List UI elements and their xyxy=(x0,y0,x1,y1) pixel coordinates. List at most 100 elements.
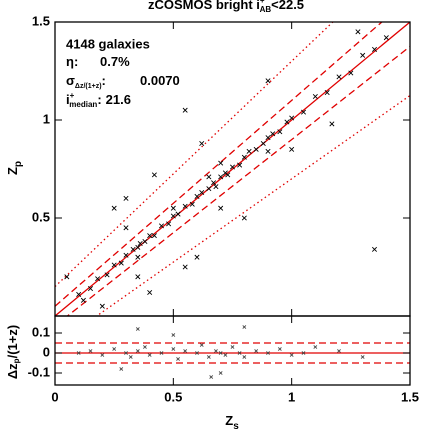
point xyxy=(209,375,214,379)
point xyxy=(199,141,205,147)
point xyxy=(135,327,140,331)
point xyxy=(254,349,259,353)
label-main: Δz xyxy=(5,363,20,379)
ann-sub: Δz/(1+z) xyxy=(75,83,102,90)
point xyxy=(218,205,224,211)
point xyxy=(218,351,223,355)
point xyxy=(137,240,143,246)
point xyxy=(135,244,141,250)
point xyxy=(225,172,231,178)
point xyxy=(260,141,266,147)
point xyxy=(111,262,117,268)
point xyxy=(237,351,242,355)
reference-line xyxy=(55,22,410,316)
label-tail: /(1+z) xyxy=(5,325,20,359)
point xyxy=(237,162,243,168)
title-tail: <22.5 xyxy=(271,0,304,12)
annotation: i+ median: 21.6 xyxy=(66,91,131,109)
point xyxy=(211,180,217,186)
point xyxy=(182,203,188,209)
point xyxy=(218,371,223,375)
ann-sub: median xyxy=(69,100,97,109)
point xyxy=(242,325,247,329)
point xyxy=(265,135,271,141)
point xyxy=(230,345,235,349)
point xyxy=(360,355,365,359)
reference-line xyxy=(55,22,383,307)
point xyxy=(88,349,93,353)
x-tick-label: 1 xyxy=(288,389,295,404)
point xyxy=(158,223,165,229)
point xyxy=(218,174,224,180)
point xyxy=(123,252,129,258)
point xyxy=(277,129,283,135)
point xyxy=(218,160,224,166)
point xyxy=(206,355,211,359)
label-sub: s xyxy=(233,421,239,432)
y-axis-label: Zp xyxy=(5,161,23,175)
point xyxy=(135,254,141,260)
point xyxy=(284,119,290,125)
point xyxy=(199,190,205,196)
point xyxy=(242,355,247,359)
point xyxy=(99,303,105,309)
label-sub: p xyxy=(13,161,24,167)
y-tick-label: 0 xyxy=(43,344,50,359)
annotation: η: 0.7% xyxy=(66,54,130,69)
point xyxy=(194,193,200,199)
plot-area xyxy=(55,22,410,316)
x-axis-label: Zs xyxy=(225,413,239,431)
reference-line xyxy=(95,94,410,316)
point xyxy=(337,349,341,353)
title-sub: AB xyxy=(260,5,272,14)
point xyxy=(151,233,157,239)
point xyxy=(360,52,366,58)
point xyxy=(104,272,110,278)
point xyxy=(371,246,378,252)
point xyxy=(95,276,101,282)
x-tick-label: 0 xyxy=(51,389,58,404)
point xyxy=(171,333,176,337)
point xyxy=(111,205,117,211)
ann-colon: : xyxy=(97,92,101,107)
title-main: zCOSMOS bright i xyxy=(148,0,260,12)
ann-value: 21.6 xyxy=(106,92,131,107)
point xyxy=(206,174,212,180)
point xyxy=(336,74,342,80)
y-tick-label: 1.5 xyxy=(32,13,50,28)
y-axis-label: Δzp/(1+z) xyxy=(5,325,21,379)
point xyxy=(64,274,70,280)
point xyxy=(324,90,330,96)
ann-symbol: i xyxy=(66,92,70,107)
point xyxy=(147,289,153,295)
point xyxy=(128,355,133,359)
point xyxy=(246,148,252,154)
point xyxy=(300,109,307,115)
point xyxy=(195,351,199,355)
y-tick-label: 0.1 xyxy=(32,324,50,339)
point xyxy=(112,347,117,351)
ann-colon: : xyxy=(102,73,106,88)
point xyxy=(289,115,295,121)
point xyxy=(142,239,148,245)
point xyxy=(123,195,129,201)
point xyxy=(241,154,247,160)
point xyxy=(253,146,259,152)
point xyxy=(171,347,176,351)
point xyxy=(348,70,354,76)
title-sup: + xyxy=(260,0,265,5)
point xyxy=(87,286,94,292)
ann-symbol: η: xyxy=(66,54,78,69)
point xyxy=(170,205,176,211)
frame xyxy=(54,315,411,386)
point xyxy=(270,131,276,137)
plot-area xyxy=(55,325,410,379)
point xyxy=(199,343,204,347)
label-sub: p xyxy=(12,358,21,363)
point xyxy=(206,186,212,192)
point xyxy=(119,367,124,371)
chart-title: zCOSMOS bright i+ AB<22.5 xyxy=(148,0,304,14)
point xyxy=(277,347,282,351)
y-tick-label: 0.5 xyxy=(32,209,50,224)
